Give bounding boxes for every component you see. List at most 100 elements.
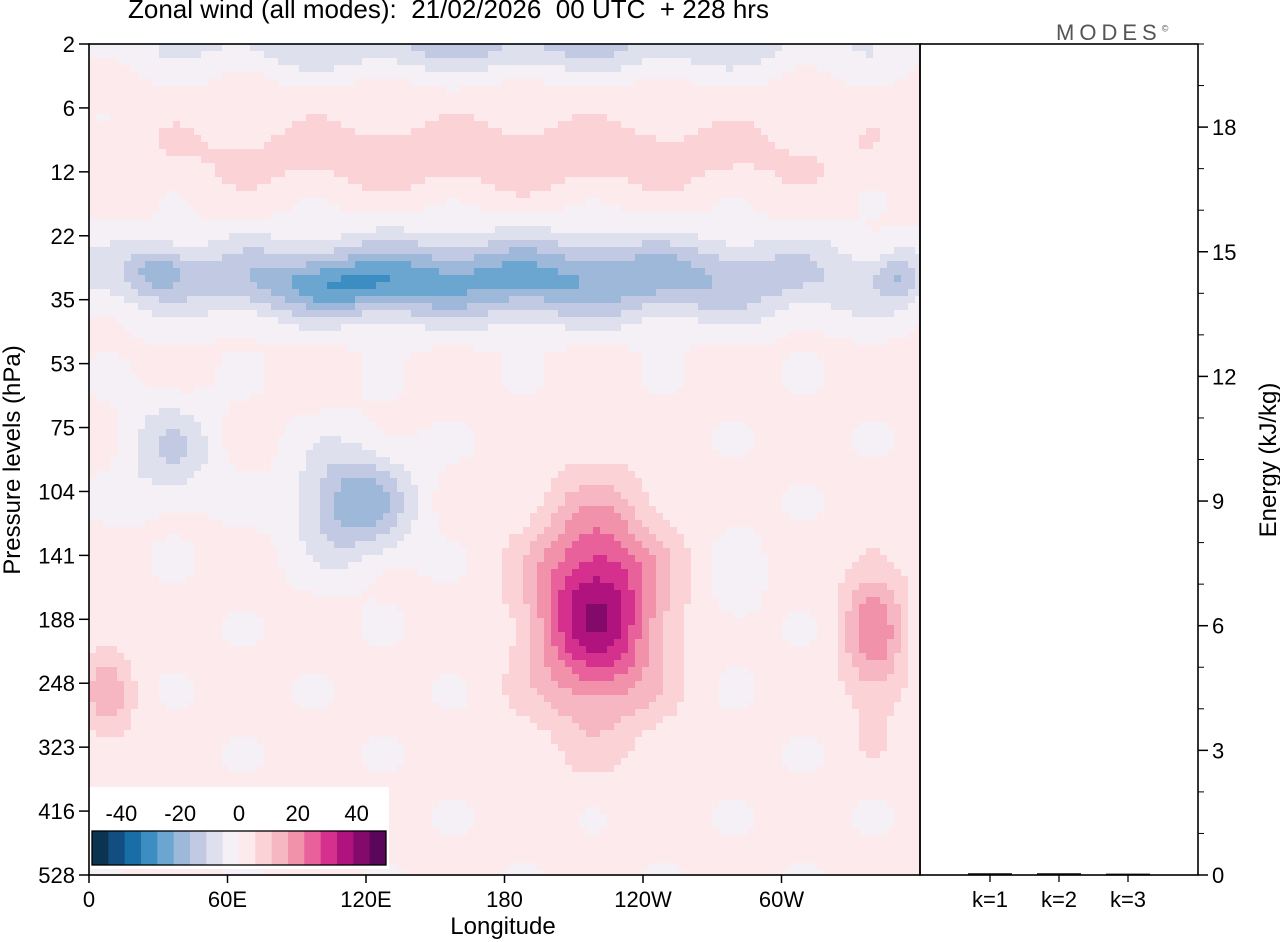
field-cell — [684, 170, 692, 178]
field-cell — [649, 331, 657, 339]
field-cell — [761, 156, 769, 164]
field-cell — [369, 275, 377, 283]
field-cell — [831, 114, 839, 122]
field-cell — [131, 303, 139, 311]
field-cell — [292, 282, 300, 290]
field-cell — [908, 72, 916, 80]
field-cell — [782, 72, 790, 80]
field-cell — [201, 72, 209, 80]
field-cell — [915, 191, 920, 199]
field-cell — [264, 303, 272, 311]
field-cell — [390, 156, 398, 164]
field-cell — [747, 331, 755, 339]
field-cell — [327, 128, 335, 136]
field-cell — [299, 289, 307, 297]
field-cell — [852, 72, 860, 80]
field-cell — [488, 128, 496, 136]
field-cell — [831, 184, 839, 192]
field-cell — [131, 128, 139, 136]
field-cell — [873, 268, 881, 276]
field-cell — [579, 303, 587, 311]
field-cell — [159, 128, 167, 136]
field-cell — [600, 331, 608, 339]
field-cell — [558, 191, 566, 199]
field-cell — [369, 44, 377, 52]
field-cell — [348, 226, 356, 234]
field-cell — [502, 233, 510, 241]
field-cell — [362, 261, 370, 269]
field-cell — [887, 240, 895, 248]
field-cell — [915, 177, 920, 185]
field-cell — [516, 170, 524, 178]
field-cell — [313, 289, 321, 297]
field-cell — [418, 107, 426, 115]
field-cell — [817, 184, 825, 192]
field-cell — [488, 219, 496, 227]
field-cell — [390, 247, 398, 255]
field-cell — [124, 275, 132, 283]
field-cell — [782, 303, 790, 311]
field-cell — [908, 142, 916, 150]
field-cell — [362, 114, 370, 122]
field-cell — [404, 184, 412, 192]
field-cell — [236, 317, 244, 325]
field-cell — [180, 65, 188, 73]
field-cell — [404, 331, 412, 339]
field-cell — [887, 247, 895, 255]
field-cell — [551, 65, 559, 73]
field-cell — [845, 79, 853, 87]
field-cell — [432, 177, 440, 185]
field-cell — [194, 170, 202, 178]
field-cell — [166, 289, 174, 297]
field-cell — [705, 163, 713, 171]
field-cell — [201, 100, 209, 108]
field-cell — [747, 100, 755, 108]
field-cell — [649, 163, 657, 171]
field-cell — [684, 331, 692, 339]
field-cell — [383, 275, 391, 283]
field-cell — [453, 44, 461, 52]
field-cell — [600, 212, 608, 220]
field-cell — [516, 240, 524, 248]
field-cell — [257, 219, 265, 227]
field-cell — [236, 128, 244, 136]
field-cell — [607, 310, 615, 318]
field-cell — [453, 233, 461, 241]
field-cell — [138, 72, 146, 80]
field-cell — [278, 331, 286, 339]
field-cell — [425, 72, 433, 80]
field-cell — [369, 135, 377, 143]
field-cell — [327, 51, 335, 59]
field-cell — [565, 310, 573, 318]
field-cell — [901, 121, 909, 129]
field-cell — [383, 226, 391, 234]
field-cell — [719, 205, 727, 213]
field-cell — [222, 191, 230, 199]
field-cell — [831, 296, 839, 304]
field-cell — [264, 254, 272, 262]
field-cell — [908, 198, 916, 206]
field-cell — [292, 58, 300, 66]
field-cell — [411, 100, 419, 108]
field-cell — [600, 107, 608, 115]
field-cell — [705, 191, 713, 199]
field-cell — [775, 247, 783, 255]
field-cell — [544, 268, 552, 276]
field-cell — [915, 184, 920, 192]
field-cell — [558, 170, 566, 178]
field-cell — [495, 198, 503, 206]
field-cell — [292, 240, 300, 248]
field-cell — [390, 93, 398, 101]
field-cell — [523, 226, 531, 234]
field-cell — [831, 79, 839, 87]
field-cell — [201, 219, 209, 227]
field-cell — [768, 219, 776, 227]
field-cell — [383, 331, 391, 339]
field-cell — [754, 121, 762, 129]
field-cell — [516, 58, 524, 66]
field-cell — [579, 149, 587, 157]
field-cell — [831, 44, 839, 52]
field-cell — [782, 128, 790, 136]
field-cell — [824, 233, 832, 241]
field-cell — [467, 240, 475, 248]
